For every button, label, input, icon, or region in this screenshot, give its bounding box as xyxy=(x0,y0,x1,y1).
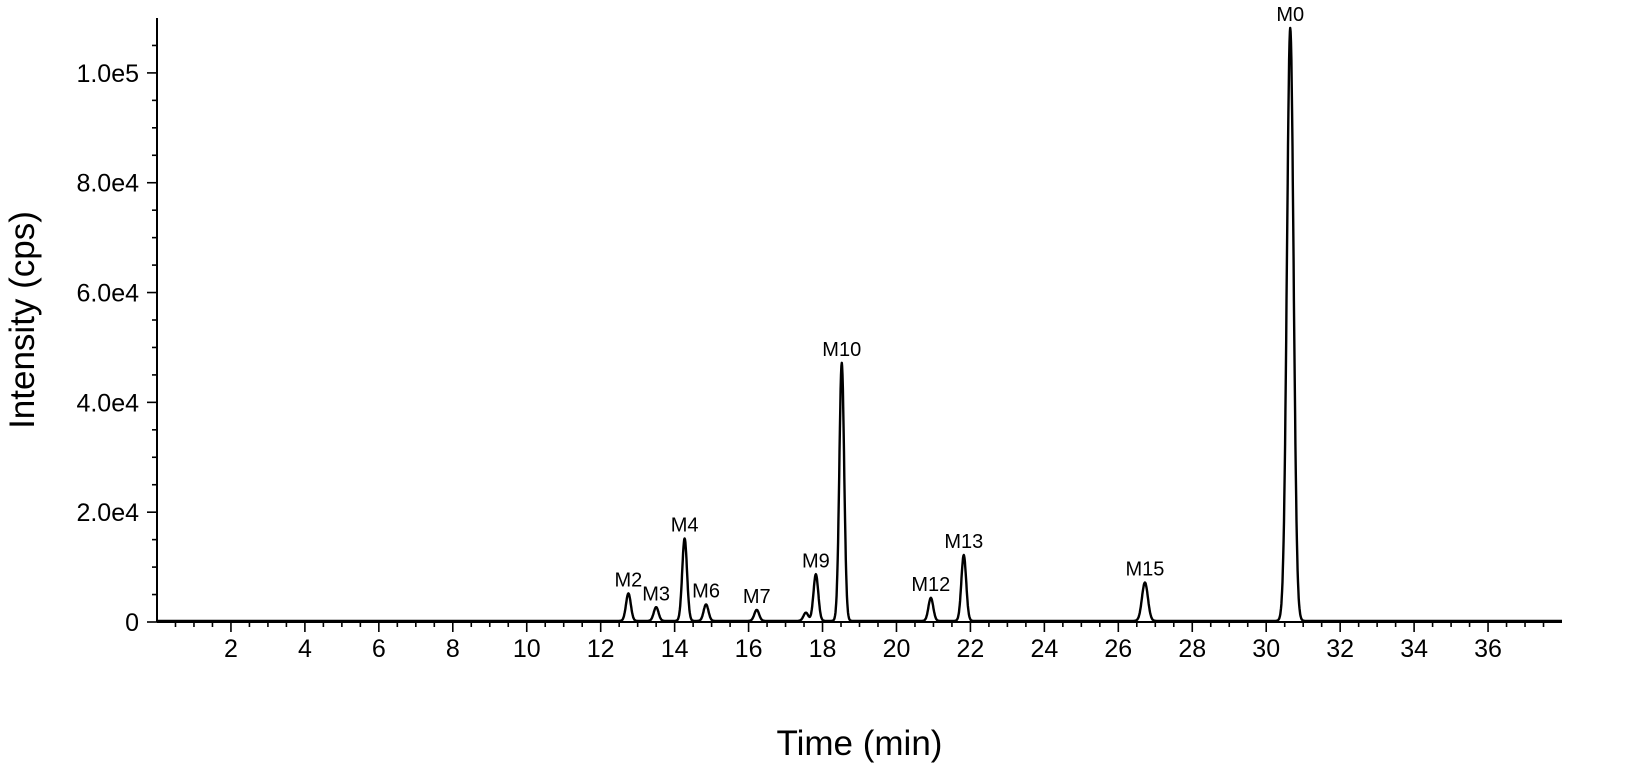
y-tick-label: 0 xyxy=(125,609,139,637)
x-tick-label: 34 xyxy=(1400,635,1428,663)
x-tick-label: 32 xyxy=(1326,635,1354,663)
x-axis-title: Time (min) xyxy=(777,724,943,763)
x-tick-label: 12 xyxy=(587,635,615,663)
x-tick-label: 28 xyxy=(1178,635,1206,663)
peak-label-m9: M9 xyxy=(802,550,830,572)
peak-label-m2: M2 xyxy=(615,570,643,592)
x-tick-label: 30 xyxy=(1252,635,1280,663)
y-tick-label: 1.0e5 xyxy=(76,60,139,88)
x-tick-label: 36 xyxy=(1474,635,1502,663)
y-tick-label: 4.0e4 xyxy=(76,389,139,417)
y-axis-ticks: 0 2.0e4 4.0e4 6.0e4 8.0e4 1.0e5 xyxy=(76,44,157,637)
x-tick-label: 10 xyxy=(513,635,541,663)
peak-label-m10: M10 xyxy=(822,339,861,361)
peak-label-m6: M6 xyxy=(692,581,720,603)
peak-label-m3: M3 xyxy=(642,583,670,605)
x-tick-label: 16 xyxy=(735,635,763,663)
x-tick-label: 8 xyxy=(446,635,460,663)
peak-label-m0: M0 xyxy=(1276,4,1304,26)
x-tick-label: 26 xyxy=(1104,635,1132,663)
x-axis-ticks: 2 4 6 8 10 12 14 16 18 20 22 24 26 28 30 32 34 36 xyxy=(174,622,1545,663)
peak-label-m12: M12 xyxy=(911,574,950,596)
peak-label-m13: M13 xyxy=(944,531,983,553)
x-tick-label: 22 xyxy=(957,635,985,663)
x-tick-label: 20 xyxy=(883,635,911,663)
y-tick-label: 6.0e4 xyxy=(76,280,139,308)
x-tick-label: 2 xyxy=(224,635,238,663)
chromatogram-trace xyxy=(156,26,1563,623)
y-tick-label: 8.0e4 xyxy=(76,170,139,198)
x-tick-label: 24 xyxy=(1030,635,1058,663)
peak-label-m15: M15 xyxy=(1125,559,1164,581)
x-tick-label: 18 xyxy=(809,635,837,663)
peak-label-m4: M4 xyxy=(671,515,699,537)
peak-label-m7: M7 xyxy=(743,586,771,608)
x-tick-label: 4 xyxy=(298,635,312,663)
y-axis-title: Intensity (cps) xyxy=(3,211,42,429)
y-tick-label: 2.0e4 xyxy=(76,499,139,527)
x-tick-label: 14 xyxy=(661,635,689,663)
x-tick-label: 6 xyxy=(372,635,386,663)
